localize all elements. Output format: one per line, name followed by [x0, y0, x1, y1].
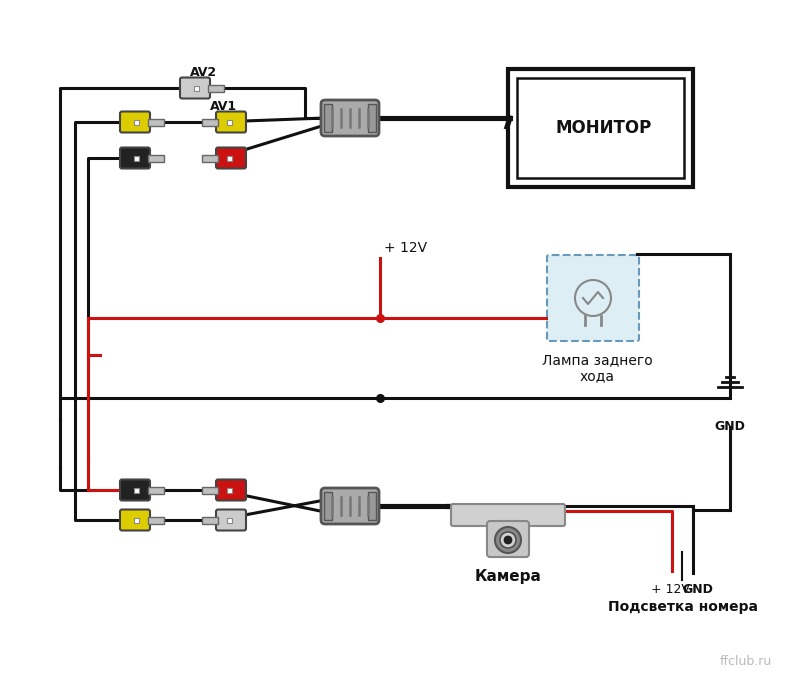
- Bar: [134, 488, 139, 492]
- Bar: [324, 492, 332, 520]
- Text: МОНИТОР: МОНИТОР: [556, 119, 652, 137]
- FancyBboxPatch shape: [216, 147, 246, 168]
- Text: ffclub.ru: ffclub.ru: [720, 655, 772, 668]
- FancyBboxPatch shape: [216, 111, 246, 132]
- Bar: [134, 518, 139, 522]
- FancyBboxPatch shape: [487, 521, 529, 557]
- Text: + 12V: + 12V: [384, 241, 427, 255]
- Bar: [368, 104, 376, 132]
- Text: + 12V: + 12V: [650, 583, 690, 596]
- Text: GND: GND: [714, 421, 746, 434]
- FancyBboxPatch shape: [216, 479, 246, 501]
- Text: Лампа заднего: Лампа заднего: [542, 353, 652, 367]
- FancyBboxPatch shape: [120, 147, 150, 168]
- FancyBboxPatch shape: [321, 488, 379, 524]
- FancyBboxPatch shape: [216, 509, 246, 531]
- Bar: [194, 85, 199, 91]
- FancyBboxPatch shape: [120, 479, 150, 501]
- Bar: [227, 119, 232, 125]
- Bar: [148, 516, 164, 524]
- Text: AV1: AV1: [210, 100, 237, 113]
- FancyBboxPatch shape: [120, 111, 150, 132]
- FancyBboxPatch shape: [180, 78, 210, 98]
- Text: Камера: Камера: [474, 569, 542, 584]
- Bar: [227, 518, 232, 522]
- Text: Подсветка номера: Подсветка номера: [608, 600, 758, 614]
- Circle shape: [500, 532, 516, 548]
- Bar: [202, 119, 218, 125]
- Bar: [202, 516, 218, 524]
- Circle shape: [495, 527, 521, 553]
- Circle shape: [504, 536, 512, 544]
- Polygon shape: [517, 78, 683, 178]
- Bar: [227, 488, 232, 492]
- Bar: [324, 104, 332, 132]
- Bar: [134, 155, 139, 160]
- Bar: [148, 155, 164, 162]
- Bar: [148, 486, 164, 494]
- Text: AV2: AV2: [190, 65, 217, 78]
- Text: хода: хода: [579, 369, 614, 383]
- Text: GND: GND: [682, 583, 714, 596]
- Bar: [227, 155, 232, 160]
- Bar: [208, 85, 224, 91]
- Bar: [368, 492, 376, 520]
- FancyBboxPatch shape: [321, 100, 379, 136]
- FancyBboxPatch shape: [120, 509, 150, 531]
- Bar: [148, 119, 164, 125]
- FancyBboxPatch shape: [451, 504, 565, 526]
- Bar: [202, 486, 218, 494]
- Circle shape: [575, 280, 611, 316]
- Polygon shape: [507, 69, 693, 187]
- FancyBboxPatch shape: [547, 255, 639, 341]
- Bar: [202, 155, 218, 162]
- Bar: [134, 119, 139, 125]
